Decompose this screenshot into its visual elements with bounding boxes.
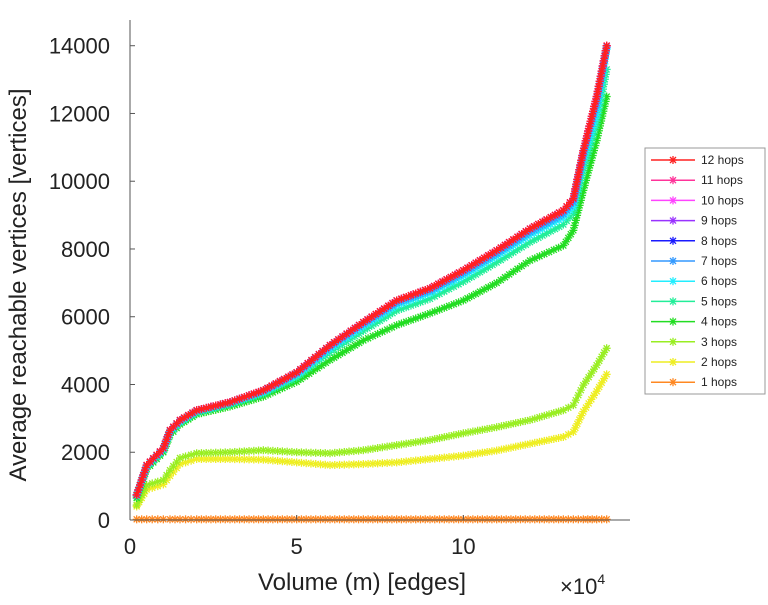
data-point-marker bbox=[182, 452, 190, 460]
legend-label: 3 hops bbox=[701, 335, 737, 349]
y-tick-label: 12000 bbox=[49, 101, 110, 126]
series-line bbox=[137, 46, 607, 495]
legend-marker-icon bbox=[669, 378, 677, 386]
x-tick-label: 10 bbox=[451, 534, 475, 559]
legend-marker-icon bbox=[669, 257, 677, 265]
legend-label: 8 hops bbox=[701, 234, 737, 248]
legend: 12 hops 11 hops 10 hops 9 hops 8 hops 7 hops 6… bbox=[645, 148, 765, 394]
legend-label: 12 hops bbox=[701, 153, 744, 167]
series-3-hops bbox=[133, 344, 611, 509]
x-multiplier-exp: 4 bbox=[597, 571, 605, 587]
series-12-hops bbox=[133, 42, 611, 499]
legend-marker-icon bbox=[669, 217, 677, 225]
legend-marker-icon bbox=[669, 277, 677, 285]
legend-label: 9 hops bbox=[701, 214, 737, 228]
legend-label: 4 hops bbox=[701, 315, 737, 329]
series-10-hops bbox=[133, 42, 611, 499]
series-7-hops bbox=[133, 43, 611, 499]
legend-label: 6 hops bbox=[701, 274, 737, 288]
data-point-marker bbox=[148, 479, 156, 487]
data-point-marker bbox=[176, 454, 184, 462]
legend-label: 7 hops bbox=[701, 254, 737, 268]
y-tick-label: 6000 bbox=[61, 305, 110, 330]
data-point-marker bbox=[603, 344, 611, 352]
series-layer bbox=[133, 42, 611, 524]
x-multiplier: ×104 bbox=[560, 571, 605, 599]
legend-label: 2 hops bbox=[701, 355, 737, 369]
y-tick-label: 14000 bbox=[49, 34, 110, 59]
legend-marker-icon bbox=[669, 156, 677, 164]
series-line bbox=[137, 348, 607, 505]
y-tick-label: 8000 bbox=[61, 237, 110, 262]
series-line bbox=[137, 47, 607, 495]
series-11-hops bbox=[133, 42, 611, 499]
legend-label: 1 hops bbox=[701, 375, 737, 389]
x-multiplier-base: ×10 bbox=[560, 574, 597, 599]
series-2-hops bbox=[133, 370, 611, 510]
legend-label: 10 hops bbox=[701, 193, 744, 207]
y-tick-label: 0 bbox=[98, 508, 110, 533]
data-point-marker bbox=[603, 515, 611, 523]
y-axis-label: Average reachable vertices [vertices] bbox=[5, 88, 32, 481]
x-tick-label: 0 bbox=[124, 534, 136, 559]
series-line bbox=[137, 69, 607, 496]
series-line bbox=[137, 46, 607, 495]
series-line bbox=[137, 46, 607, 495]
legend-marker-icon bbox=[669, 176, 677, 184]
legend-marker-icon bbox=[669, 196, 677, 204]
legend-label: 11 hops bbox=[701, 173, 743, 187]
series-line bbox=[137, 374, 607, 506]
series-line bbox=[137, 46, 607, 495]
y-tick-label: 2000 bbox=[61, 440, 110, 465]
x-tick-label: 5 bbox=[291, 534, 303, 559]
y-ticks: 0 2000 4000 6000 8000 10000 12000 14000 bbox=[49, 34, 135, 533]
data-point-marker bbox=[187, 451, 195, 459]
x-axis-label: Volume (m) [edges] bbox=[258, 569, 466, 596]
series-6-hops bbox=[133, 45, 611, 500]
series-line bbox=[137, 97, 607, 498]
data-point-marker bbox=[603, 42, 611, 50]
series-9-hops bbox=[133, 42, 611, 499]
legend-marker-icon bbox=[669, 358, 677, 366]
data-point-marker bbox=[603, 370, 611, 378]
y-tick-label: 4000 bbox=[61, 372, 110, 397]
series-line bbox=[137, 46, 607, 495]
series-5-hops bbox=[133, 65, 611, 500]
legend-marker-icon bbox=[669, 338, 677, 346]
series-8-hops bbox=[133, 42, 611, 499]
legend-label: 5 hops bbox=[701, 294, 737, 308]
legend-marker-icon bbox=[669, 318, 677, 326]
legend-marker-icon bbox=[669, 297, 677, 305]
series-1-hops bbox=[133, 515, 611, 523]
series-line bbox=[137, 49, 607, 496]
legend-marker-icon bbox=[669, 237, 677, 245]
data-point-marker bbox=[154, 478, 162, 486]
y-tick-label: 10000 bbox=[49, 169, 110, 194]
